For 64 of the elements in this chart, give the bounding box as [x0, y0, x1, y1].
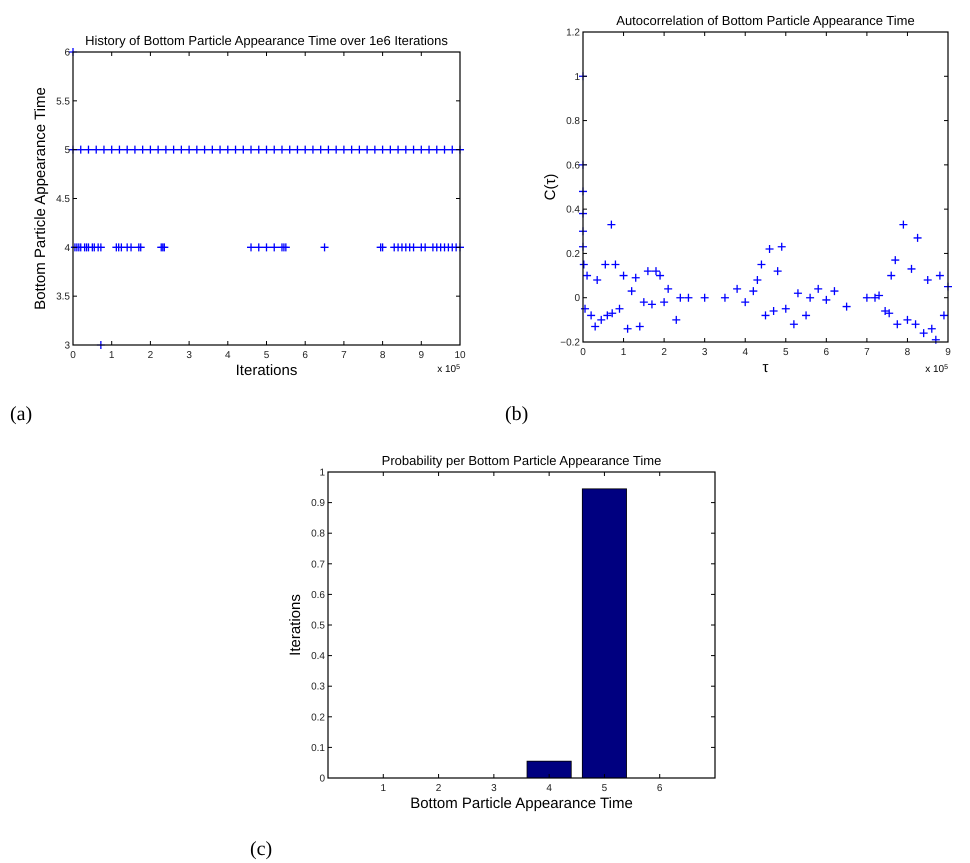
- y-tick-label: 0.2: [566, 248, 580, 260]
- x-tick-label: 9: [945, 347, 952, 358]
- x-tick-label: 8: [380, 350, 386, 361]
- x-tick-label: 6: [302, 350, 308, 361]
- text: (c): [250, 838, 272, 860]
- chart-title: Probability per Bottom Particle Appearance Time: [382, 453, 662, 468]
- y-axis-title: Iterations: [287, 594, 304, 656]
- y-tick-label: 0.1: [311, 742, 326, 754]
- x-tick-label: 7: [864, 347, 870, 358]
- x-tick-label: 7: [341, 350, 348, 361]
- x-tick-label: 4: [225, 350, 232, 361]
- x-axis-title: Iterations: [236, 362, 298, 379]
- y-tick-label: 4: [64, 242, 70, 254]
- y-tick-label: 1: [574, 72, 580, 83]
- x-tick-label: 9: [418, 350, 425, 361]
- y-tick-label: 0.6: [566, 160, 580, 172]
- x-tick-label: 6: [824, 347, 830, 358]
- x-tick-label: 5: [602, 783, 608, 794]
- x-tick-label: 2: [148, 350, 154, 361]
- y-tick-label: 0: [319, 774, 326, 784]
- y-tick-label: 4.5: [56, 194, 70, 205]
- y-tick-label: 5: [64, 145, 70, 156]
- y-tick-label: 5.5: [56, 96, 70, 108]
- x-tick-label: 3: [186, 350, 192, 361]
- x-tick-label: 1: [380, 783, 387, 794]
- x-tick-label: 8: [904, 347, 911, 358]
- y-tick-label: 0: [574, 293, 580, 304]
- x-tick-label: 6: [656, 783, 663, 794]
- x-tick-label: 2: [661, 347, 668, 358]
- x-tick-label: 4: [546, 783, 552, 794]
- chart-title: History of Bottom Particle Appearance Time over 1e6 Iterations: [85, 33, 448, 48]
- x-tick-label: 5: [782, 347, 789, 358]
- y-tick-label: 1.2: [566, 28, 580, 38]
- x-tick-label: 1: [620, 347, 627, 358]
- y-tick-label: 0.2: [311, 712, 326, 724]
- y-tick-label: 0.5: [311, 620, 326, 632]
- x-tick-label: 1: [108, 350, 115, 361]
- y-tick-label: 0.4: [311, 651, 326, 662]
- y-tick-label: 0.3: [311, 682, 326, 693]
- x-tick-label: 4: [742, 347, 748, 358]
- x-tick-label: 3: [702, 347, 708, 358]
- text: x 10$^{5}$: [437, 364, 460, 375]
- x-tick-label: 5: [264, 350, 270, 361]
- y-tick-label: 0.7: [311, 559, 326, 570]
- x-axis-title: τ: [762, 359, 769, 376]
- y-tick-label: 0.9: [311, 498, 326, 510]
- y-tick-label: 0.6: [311, 590, 326, 601]
- chart-title: Autocorrelation of Bottom Particle Appearance Time: [616, 13, 915, 28]
- y-axis-title: Bottom Particle Appearance Time: [32, 87, 49, 310]
- y-tick-label: 0.8: [311, 528, 326, 540]
- y-tick-label: 0.8: [566, 116, 580, 128]
- y-tick-label: 0.4: [566, 204, 580, 216]
- y-tick-label: −0.2: [560, 338, 580, 348]
- x-tick-label: 2: [436, 783, 442, 794]
- y-tick-label: 1: [319, 468, 326, 478]
- x-tick-label: 10: [454, 350, 466, 361]
- text: (b): [505, 403, 528, 425]
- text: x 10$^{5}$: [925, 364, 948, 375]
- x-tick-label: 3: [491, 783, 498, 794]
- x-axis-title: Bottom Particle Appearance Time: [410, 795, 633, 812]
- y-tick-label: 6: [64, 48, 70, 58]
- y-tick-label: 3.5: [56, 292, 70, 303]
- text: (a): [10, 403, 32, 425]
- y-axis-title: C(τ): [542, 174, 559, 200]
